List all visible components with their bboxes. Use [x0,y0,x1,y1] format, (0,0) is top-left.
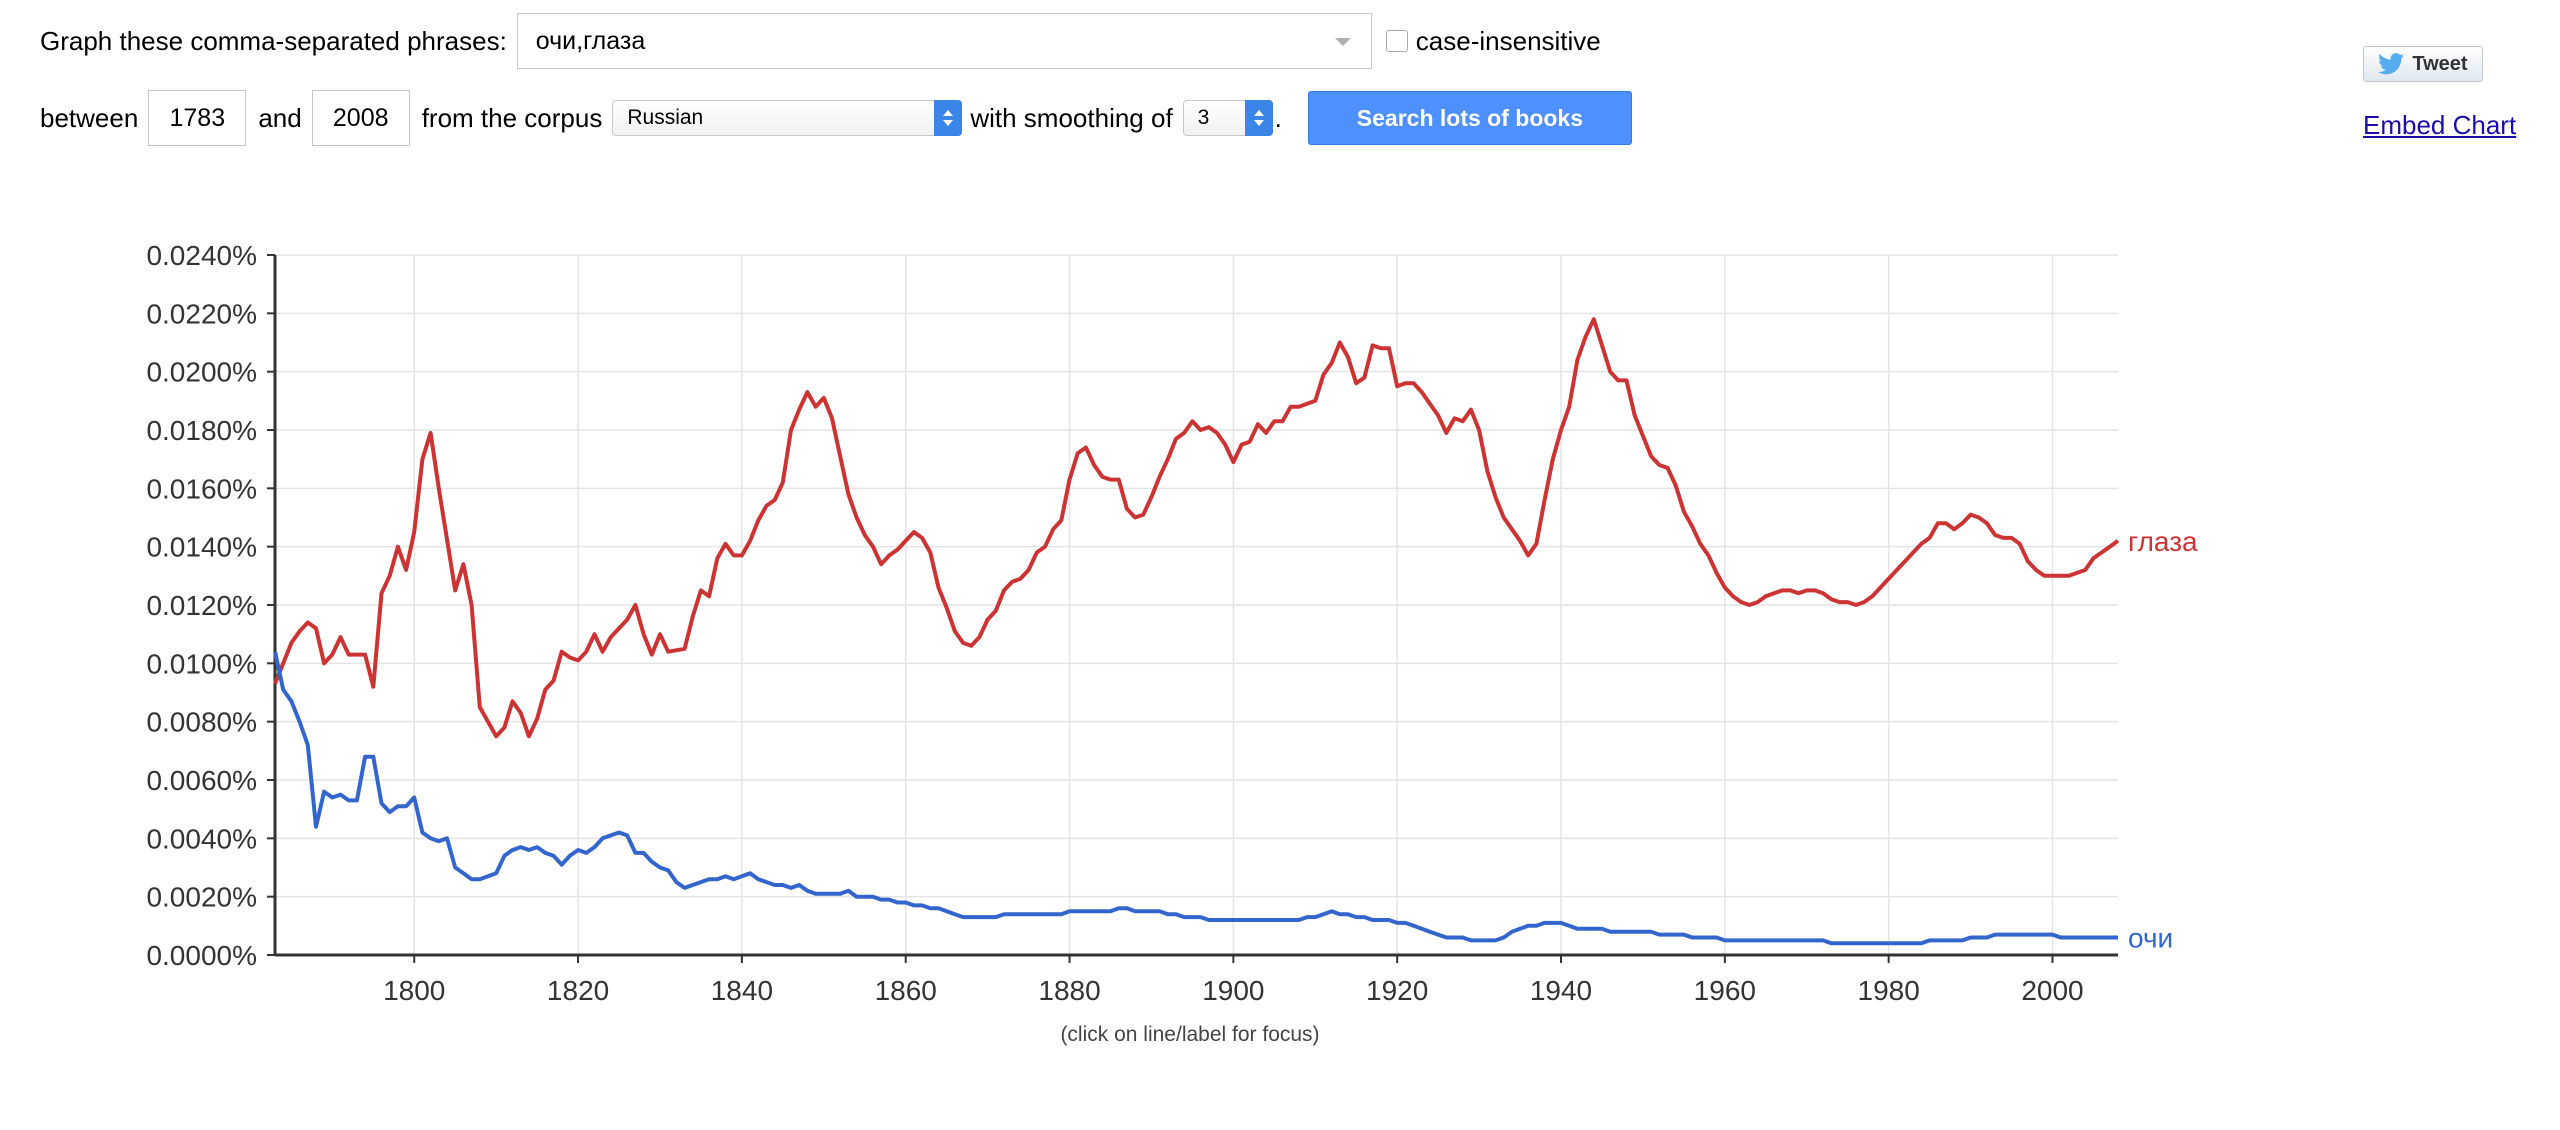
period-text: . [1274,102,1282,133]
and-label: and [258,102,302,133]
x-tick-label: 2000 [2021,975,2083,1006]
select-arrows-icon [1244,100,1273,136]
smoothing-select[interactable]: 3 [1182,100,1273,136]
x-tick-label: 1800 [383,975,445,1006]
y-tick-label: 0.0000% [146,940,257,971]
y-tick-label: 0.0160% [146,473,257,504]
x-tick-label: 1840 [711,975,773,1006]
phrases-label: Graph these comma-separated phrases: [40,25,507,56]
tweet-button[interactable]: Tweet [2363,46,2483,82]
series-line-glaza[interactable] [273,317,2120,739]
x-tick-label: 1920 [1366,975,1428,1006]
case-insensitive-checkbox[interactable] [1385,30,1408,52]
search-button[interactable]: Search lots of books [1307,91,1632,145]
series-label-ochi[interactable]: очи [2128,923,2173,954]
end-year-input[interactable]: 2008 [311,90,410,146]
series-lines[interactable] [273,317,2120,946]
x-tick-label: 1860 [875,975,937,1006]
y-tick-label: 0.0180% [146,415,257,446]
case-insensitive-label: case-insensitive [1415,25,1601,56]
embed-chart-link[interactable]: Embed Chart [2363,110,2517,140]
chart-note: (click on line/label for focus) [1060,1023,1319,1046]
y-tick-label: 0.0060% [146,765,257,796]
series-labels[interactable]: глаза очи [2128,526,2198,954]
x-tick-label: 1820 [547,975,609,1006]
y-tick-label: 0.0020% [146,882,257,913]
x-tick-label: 1900 [1202,975,1264,1006]
corpus-select[interactable]: Russian [612,100,963,136]
y-tick-label: 0.0140% [146,532,257,563]
series-line-ochi[interactable] [273,651,2118,946]
series-label-glaza[interactable]: глаза [2128,526,2198,557]
tweet-label: Tweet [2412,52,2468,75]
y-tick-label: 0.0120% [146,590,257,621]
range-row: between 1783 and 2008 from the corpus Ru… [40,90,1632,146]
twitter-bird-icon [2378,53,2405,75]
y-tick-label: 0.0100% [146,648,257,679]
smoothing-value: 3 [1197,106,1210,129]
x-tick-label: 1960 [1694,975,1756,1006]
y-tick-label: 0.0080% [146,707,257,738]
phrases-input[interactable]: очи,глаза [516,13,1372,69]
y-tick-label: 0.0200% [146,357,257,388]
between-label: between [40,102,139,133]
select-arrows-icon [934,100,963,136]
x-tick-label: 1880 [1038,975,1100,1006]
smoothing-label: with smoothing of [970,102,1173,133]
phrases-row: Graph these comma-separated phrases: очи… [40,12,1601,70]
y-tick-label: 0.0220% [146,298,257,329]
corpus-value: Russian [627,106,704,129]
y-tick-label: 0.0240% [146,240,257,271]
dropdown-arrow-icon[interactable] [1334,38,1351,46]
axes: 0.0000% 0.0020% 0.0040% 0.0060% 0.0080% 0.010… [146,240,2118,1006]
x-tick-label: 1940 [1530,975,1592,1006]
y-tick-label: 0.0040% [146,823,257,854]
start-year-input[interactable]: 1783 [148,90,247,146]
phrases-value: очи,глаза [535,26,646,55]
corpus-label: from the corpus [421,102,603,133]
grid-lines [275,254,2118,955]
x-tick-label: 1980 [1858,975,1920,1006]
